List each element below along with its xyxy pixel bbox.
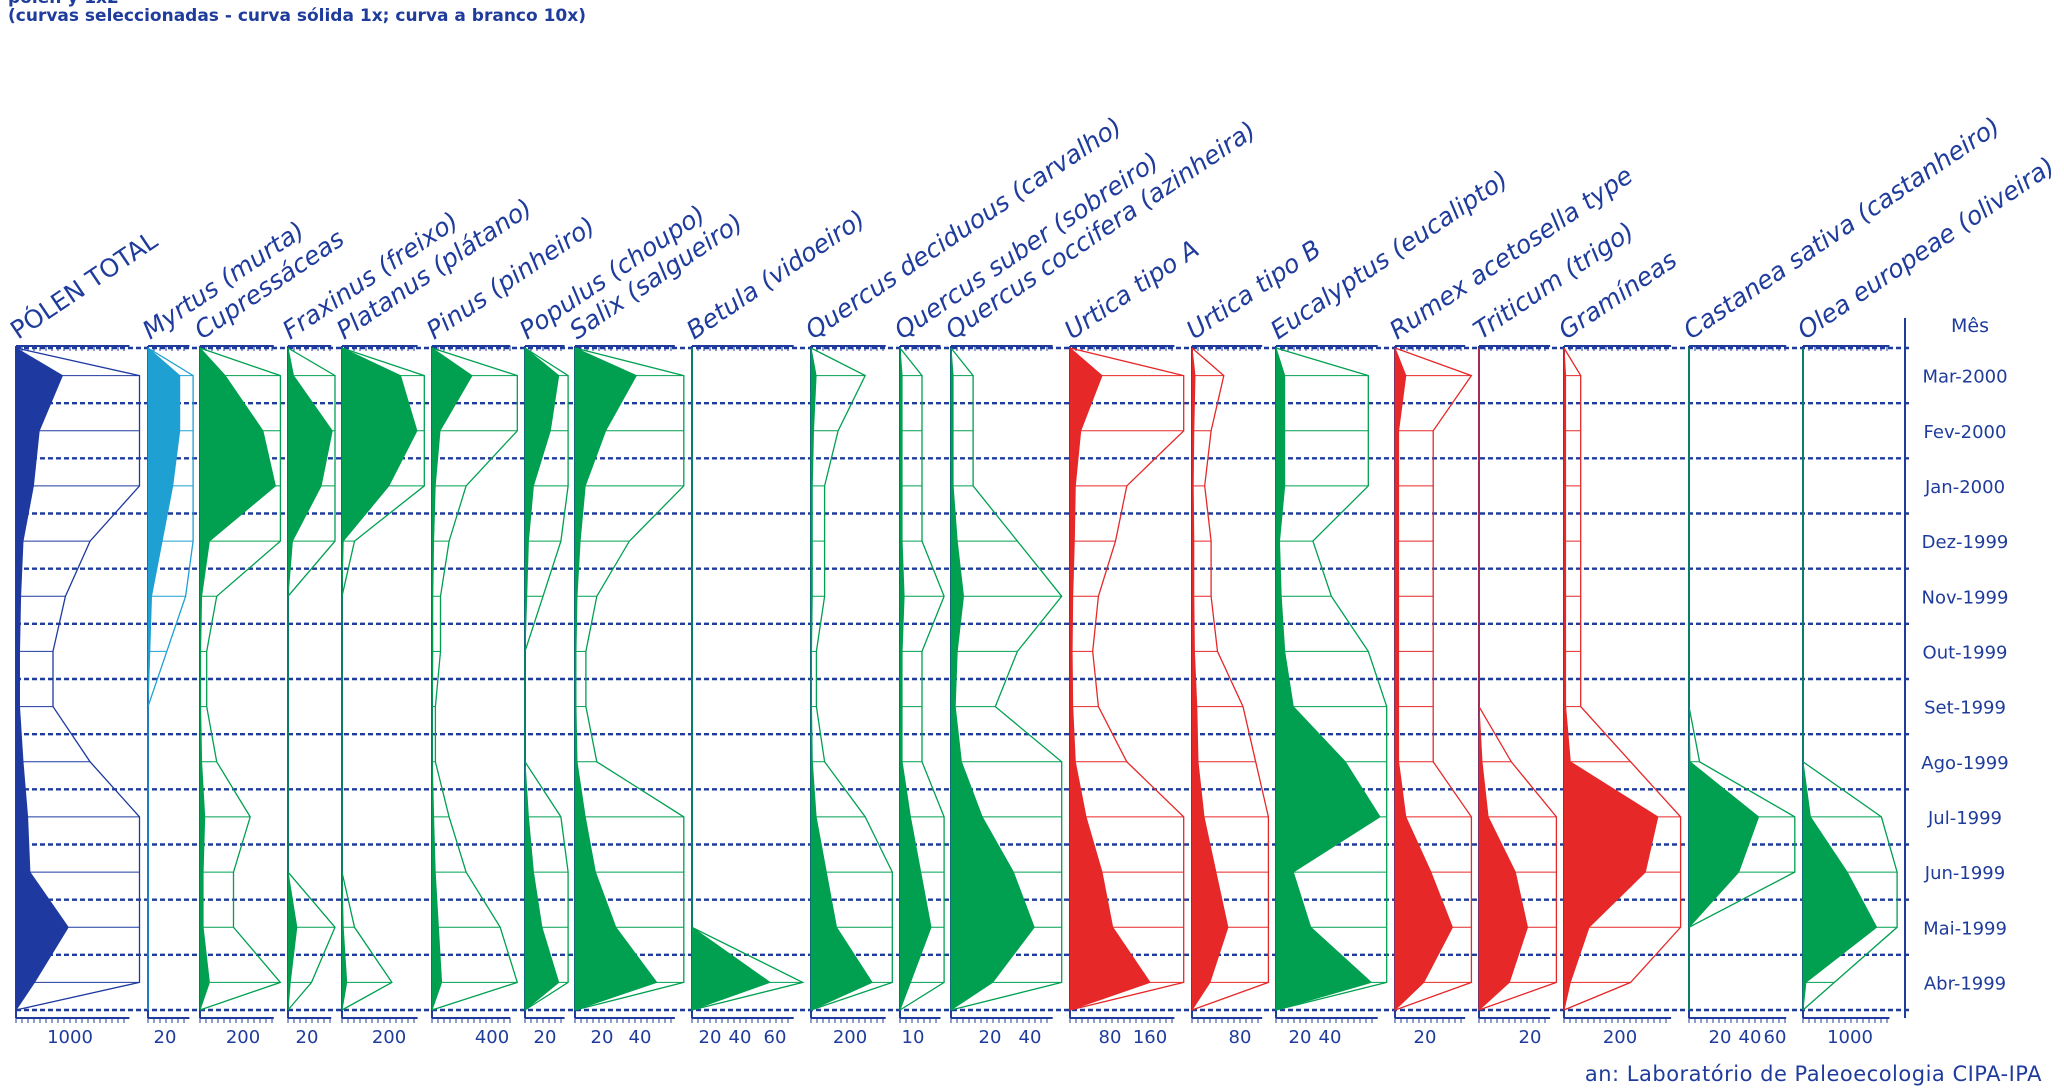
exaggeration-curve — [199, 347, 282, 1011]
chart-title: pólen y 1x2 — [8, 0, 119, 8]
tick-label: 20 — [296, 1027, 319, 1048]
month-label: Jul-1999 — [1927, 808, 2002, 829]
tick-label: 20 — [591, 1027, 614, 1048]
tick-label: 40 — [1019, 1027, 1042, 1048]
taxon-silhouette — [431, 347, 473, 1011]
tick-label: 20 — [1289, 1027, 1312, 1048]
tick-label: 200 — [226, 1027, 260, 1048]
month-label: Dez-1999 — [1922, 532, 2009, 553]
credit-label: an: Laboratório de Paleoecologia CIPA-IP… — [1584, 1062, 2042, 1086]
month-label: Jan-2000 — [1924, 477, 2005, 498]
month-label: Nov-1999 — [1922, 587, 2009, 608]
tick-label: 20 — [699, 1027, 722, 1048]
taxon-silhouette — [147, 346, 181, 1010]
exaggeration-curve — [15, 347, 141, 1011]
taxon-silhouette — [950, 347, 1035, 1011]
month-label: Set-1999 — [1924, 698, 2006, 719]
exaggeration-curve — [1191, 347, 1270, 1011]
exaggeration-curve — [810, 347, 893, 1011]
exaggeration-curve — [431, 347, 519, 1011]
taxon-silhouette — [1191, 347, 1229, 1012]
exaggeration-curve — [899, 347, 945, 1011]
month-label: Jun-1999 — [1924, 863, 2005, 884]
tick-label: 200 — [372, 1027, 406, 1048]
taxon-silhouette — [1275, 347, 1381, 1011]
tick-label: 40 — [1319, 1027, 1342, 1048]
exaggeration-curve — [1069, 347, 1185, 1011]
taxon-silhouette — [1563, 347, 1659, 1011]
exaggeration-curve — [574, 347, 685, 1011]
taxon-silhouette — [1069, 346, 1151, 1011]
month-label: Out-1999 — [1923, 642, 2008, 663]
tick-label: 160 — [1133, 1027, 1167, 1048]
tick-label: 1000 — [1827, 1027, 1873, 1048]
taxon-silhouette — [1478, 348, 1529, 1012]
taxon-silhouette — [574, 347, 658, 1011]
taxon-silhouette — [1394, 347, 1453, 1012]
chart-subtitle: (curvas seleccionadas - curva sólida 1x;… — [8, 6, 586, 26]
tick-label: 40 — [629, 1027, 652, 1048]
tick-label: 40 — [729, 1027, 752, 1048]
taxon-silhouette — [15, 347, 69, 1012]
tick-label: 20 — [534, 1027, 557, 1048]
tick-label: 20 — [1414, 1027, 1437, 1048]
tick-label: 20 — [979, 1027, 1002, 1048]
taxon-silhouette — [899, 347, 932, 1011]
tick-label: 60 — [764, 1027, 787, 1048]
month-label: Ago-1999 — [1921, 753, 2008, 774]
taxon-silhouette — [691, 348, 772, 1011]
exaggeration-curve — [950, 347, 1063, 1011]
taxon-silhouette — [524, 346, 560, 1012]
month-axis-title: Mês — [1951, 315, 1989, 337]
taxon-silhouette — [810, 347, 873, 1011]
tick-label: 80 — [1229, 1027, 1252, 1048]
taxon-silhouette — [1802, 348, 1878, 1011]
exaggeration-curve — [1275, 347, 1388, 1011]
month-label: Mar-2000 — [1922, 367, 2007, 388]
tick-label: 20 — [1709, 1027, 1732, 1048]
month-label: Mai-1999 — [1923, 918, 2007, 939]
tick-label: 20 — [1519, 1027, 1542, 1048]
taxon-silhouette — [199, 346, 276, 1011]
exaggeration-curve — [1563, 347, 1682, 1011]
tick-label: 400 — [475, 1027, 509, 1048]
tick-label: 80 — [1099, 1027, 1122, 1048]
taxon-silhouette — [287, 347, 333, 1011]
exaggeration-curve — [1394, 347, 1473, 1011]
tick-label: 20 — [154, 1027, 177, 1048]
tick-label: 10 — [902, 1027, 925, 1048]
tick-label: 200 — [1603, 1027, 1637, 1048]
taxon-label: PÓLEN TOTAL — [5, 225, 163, 345]
month-label: Fev-2000 — [1924, 422, 2007, 443]
tick-label: 1000 — [47, 1027, 93, 1048]
tick-label: 200 — [833, 1027, 867, 1048]
tick-label: 60 — [1764, 1027, 1787, 1048]
taxon-silhouette — [1688, 348, 1760, 1010]
taxon-silhouette — [341, 347, 418, 1011]
month-label: Abr-1999 — [1924, 973, 2006, 994]
tick-label: 40 — [1739, 1027, 1762, 1048]
